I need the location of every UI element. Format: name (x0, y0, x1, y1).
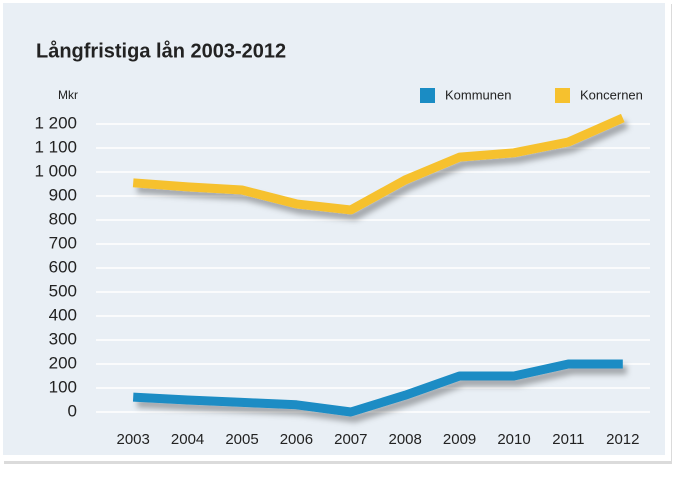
x-tick-label: 2006 (280, 431, 313, 448)
y-tick-label: 900 (49, 185, 77, 204)
y-tick-label: 800 (49, 209, 77, 228)
y-tick-label: 300 (49, 329, 77, 348)
legend-label: Koncernen (580, 87, 643, 102)
y-tick-label: 700 (49, 233, 77, 252)
x-tick-label: 2007 (334, 431, 367, 448)
x-tick-label: 2010 (497, 431, 530, 448)
y-tick-label: 0 (68, 401, 77, 420)
series-line (132, 359, 623, 417)
chart-title: Långfristiga lån 2003-2012 (36, 39, 286, 62)
x-tick-label: 2012 (606, 431, 639, 448)
x-tick-label: 2008 (389, 431, 422, 448)
y-tick-label: 400 (49, 305, 77, 324)
y-tick-label: 1 000 (34, 161, 77, 180)
x-tick-label: 2003 (117, 431, 150, 448)
y-tick-label: 1 100 (34, 137, 77, 156)
x-tick-label: 2011 (552, 431, 584, 448)
y-tick-label: 600 (49, 257, 77, 276)
legend-swatch (420, 88, 435, 103)
panel (0, 0, 668, 458)
series-line (132, 113, 625, 215)
y-tick-label: 100 (49, 377, 77, 396)
y-tick-label: 1 200 (34, 113, 77, 132)
x-tick-label: 2009 (443, 431, 476, 448)
x-tick-label: 2004 (171, 431, 204, 448)
y-axis-label: Mkr (58, 88, 78, 102)
y-tick-label: 200 (49, 353, 77, 372)
y-tick-label: 500 (49, 281, 77, 300)
legend-swatch (555, 88, 570, 103)
legend-label: Kommunen (445, 87, 511, 102)
x-tick-label: 2005 (225, 431, 258, 448)
